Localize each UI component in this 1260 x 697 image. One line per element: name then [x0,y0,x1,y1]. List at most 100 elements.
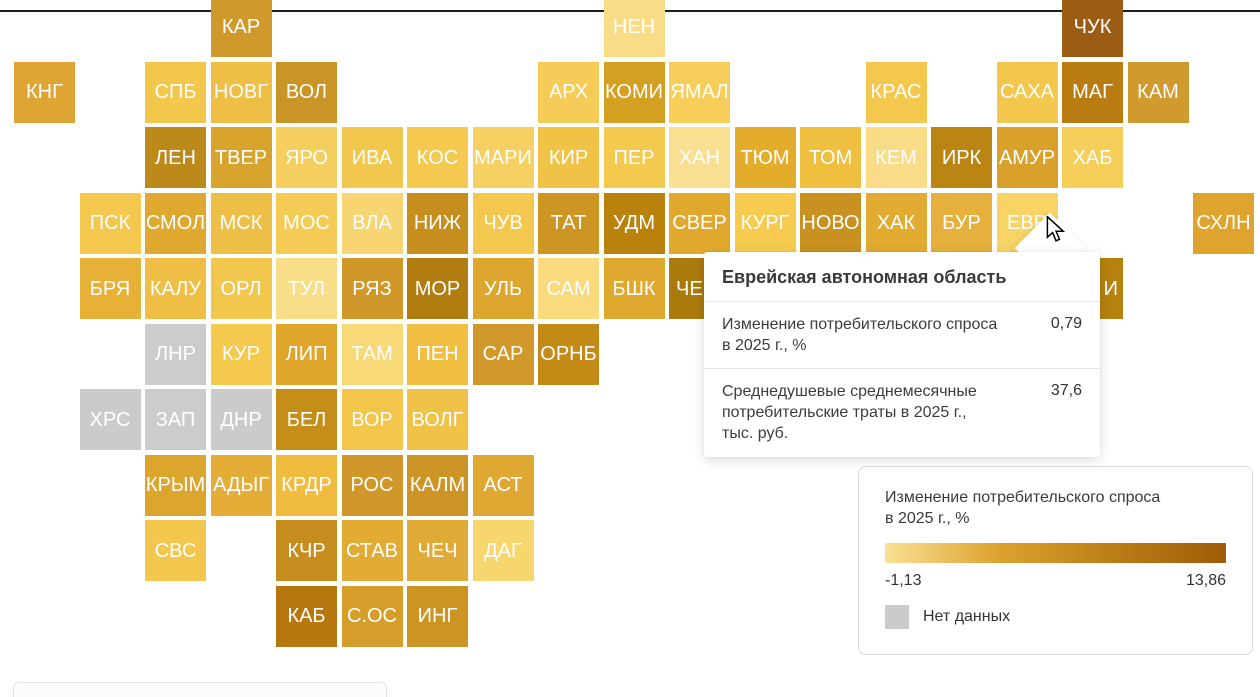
region-tile-ВОЛ[interactable]: ВОЛ [276,61,337,123]
region-tile-label: РОС [350,474,394,496]
region-tile-ХАБ[interactable]: ХАБ [1062,127,1123,188]
region-tile-АРХ[interactable]: АРХ [538,61,599,123]
region-tile-БУР[interactable]: БУР [931,192,992,254]
region-tile-РЯЗ[interactable]: РЯЗ [341,258,403,319]
region-tile-label: НОВГ [213,81,269,103]
region-tile-ВОР[interactable]: ВОР [341,389,403,450]
region-tile-ХАК[interactable]: ХАК [865,192,927,254]
region-tile-КЧР[interactable]: КЧР [276,520,337,581]
region-tile-БШК[interactable]: БШК [603,258,665,319]
region-tile-ВОЛГ[interactable]: ВОЛГ [407,389,468,450]
region-tile-ТОМ[interactable]: ТОМ [800,127,861,188]
region-tile-КОС[interactable]: КОС [407,127,468,188]
region-tile-ИНГ[interactable]: ИНГ [407,585,468,647]
region-tile-ПЕН[interactable]: ПЕН [407,323,468,385]
region-tile-КАЛУ[interactable]: КАЛУ [145,258,206,319]
region-tile-КАБ[interactable]: КАБ [276,585,337,647]
region-tile-ДНР[interactable]: ДНР [210,389,272,450]
region-tile-КРЫМ[interactable]: КРЫМ [145,454,206,516]
region-tile-МОС[interactable]: МОС [276,192,337,254]
region-tile-НЕН[interactable]: НЕН [603,0,665,57]
region-tile-ТАМ[interactable]: ТАМ [341,323,403,385]
region-tile-ИРК[interactable]: ИРК [931,127,992,188]
region-tile-ПЕР[interactable]: ПЕР [603,127,665,188]
region-tile-КЕМ[interactable]: КЕМ [865,127,927,188]
region-tile-ЧУВ[interactable]: ЧУВ [472,192,534,254]
region-tile-УДМ[interactable]: УДМ [603,192,665,254]
region-tile-label: ИНГ [417,605,458,627]
region-tile-ТВЕР[interactable]: ТВЕР [210,127,272,188]
region-tile-ЛЕН[interactable]: ЛЕН [145,127,206,188]
region-tile-АДЫГ[interactable]: АДЫГ [210,454,272,516]
region-tile-КУРГ[interactable]: КУРГ [734,192,796,254]
region-tile-НОВГ[interactable]: НОВГ [210,61,272,123]
region-tile-КУР[interactable]: КУР [210,323,272,385]
region-tile-КРАС[interactable]: КРАС [865,61,927,123]
region-tile-БРЯ[interactable]: БРЯ [79,258,141,319]
region-tile-КНГ[interactable]: КНГ [14,61,75,123]
region-tooltip: Еврейская автономная область Изменение п… [704,252,1100,457]
tooltip-row: Среднедушевые среднемесячные потребитель… [704,368,1100,456]
region-tile-ВЛА[interactable]: ВЛА [341,192,403,254]
region-tile-ЛИП[interactable]: ЛИП [276,323,337,385]
region-tile-label: С.ОС [347,605,397,627]
region-tile-label: ИВА [351,146,393,169]
region-tile-СТАВ[interactable]: СТАВ [341,520,403,581]
region-tile-label: УЛЬ [483,277,523,300]
region-tile-ЯРО[interactable]: ЯРО [276,127,337,188]
region-tile-ЧУК[interactable]: ЧУК [1062,0,1123,57]
region-tile-label: ВОЛ [285,81,328,103]
region-tile-label: АМУР [998,146,1056,169]
region-tile-СХЛН[interactable]: СХЛН [1193,192,1254,254]
region-tile-НИЖ[interactable]: НИЖ [407,192,468,254]
region-tile-ХРС[interactable]: ХРС [79,389,141,450]
region-tile-МАГ[interactable]: МАГ [1062,61,1123,123]
region-tile-ЛНР[interactable]: ЛНР [145,323,206,385]
region-tile-КОМИ[interactable]: КОМИ [603,61,665,123]
region-tile-САР[interactable]: САР [472,323,534,385]
region-tile-БЕЛ[interactable]: БЕЛ [276,389,337,450]
region-tile-МОР[interactable]: МОР [407,258,468,319]
region-tile-ТУЛ[interactable]: ТУЛ [276,258,337,319]
region-tile-label: ЯМАЛ [670,81,729,103]
region-tile-ЗАП[interactable]: ЗАП [145,389,206,450]
region-tile-label: ЗАП [155,408,196,431]
region-tile-label: ТАМ [351,343,393,365]
region-tile-СВС[interactable]: СВС [145,520,206,581]
region-tile-СВЕР[interactable]: СВЕР [669,192,730,254]
region-tile-ИВА[interactable]: ИВА [341,127,403,188]
region-tile-КАЛМ[interactable]: КАЛМ [407,454,468,516]
region-tile-РОС[interactable]: РОС [341,454,403,516]
region-tile-ЯМАЛ[interactable]: ЯМАЛ [669,61,730,123]
region-tile-САМ[interactable]: САМ [538,258,599,319]
region-tile-label: ОРНБ [540,343,597,365]
region-tile-label: ЛНР [155,343,196,365]
region-tile-ОРЛ[interactable]: ОРЛ [210,258,272,319]
region-tile-МСК[interactable]: МСК [210,192,272,254]
region-tile-КАР[interactable]: КАР [210,0,272,57]
region-tile-label: БШК [612,277,656,300]
region-tile-СПБ[interactable]: СПБ [145,61,206,123]
region-tile-СМОЛ[interactable]: СМОЛ [145,192,206,254]
region-tile-КАМ[interactable]: КАМ [1127,61,1189,123]
region-tile-УЛЬ[interactable]: УЛЬ [472,258,534,319]
region-tile-ТЮМ[interactable]: ТЮМ [734,127,796,188]
legend-title: Изменение потребительского спроса в 2025… [885,489,1161,527]
region-tile-ТАТ[interactable]: ТАТ [538,192,599,254]
region-tile-ДАГ[interactable]: ДАГ [472,520,534,581]
region-tile-НОВО[interactable]: НОВО [800,192,861,254]
region-tile-ЧЕЧ[interactable]: ЧЕЧ [407,520,468,581]
region-tile-КРДР[interactable]: КРДР [276,454,337,516]
region-tile-КИР[interactable]: КИР [538,127,599,188]
region-tile-АСТ[interactable]: АСТ [472,454,534,516]
region-tile-МАРИ[interactable]: МАРИ [472,127,534,188]
region-tile-label: ТЮМ [740,146,790,169]
region-tile-САХА[interactable]: САХА [996,61,1058,123]
tooltip-region-title: Еврейская автономная область [722,267,1007,287]
region-tile-ХАН[interactable]: ХАН [669,127,730,188]
region-tile-С.ОС[interactable]: С.ОС [341,585,403,647]
region-tile-ПСК[interactable]: ПСК [79,192,141,254]
region-tile-АМУР[interactable]: АМУР [996,127,1058,188]
legend-panel: Изменение потребительского спроса в 2025… [858,466,1253,655]
region-tile-ОРНБ[interactable]: ОРНБ [538,323,599,385]
